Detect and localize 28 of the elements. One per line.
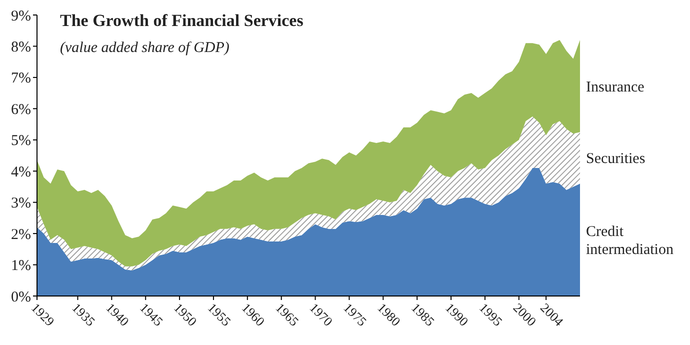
x-tick-label: 1940: [103, 300, 132, 329]
series-label: Credit intermediation: [586, 224, 674, 258]
x-tick-label: 1985: [408, 300, 438, 329]
y-tick-label: 9%: [11, 8, 31, 24]
x-tick-label: 1975: [340, 300, 370, 329]
y-tick-label: 1%: [11, 258, 31, 274]
y-tick-label: 7%: [11, 70, 31, 87]
y-tick-label: 6%: [11, 102, 31, 118]
x-tick-label: 1980: [374, 300, 404, 329]
y-tick-label: 4%: [11, 164, 31, 180]
x-tick-label: 1950: [170, 300, 200, 329]
x-tick-label: 1995: [476, 300, 506, 329]
y-tick-label: 3%: [11, 196, 31, 212]
y-tick-label: 8%: [11, 39, 31, 56]
y-tick-label: 2%: [11, 226, 31, 243]
x-tick-label: 1960: [238, 300, 268, 329]
x-tick-label: 1955: [204, 300, 234, 329]
x-tick-label: 1945: [137, 300, 166, 329]
y-tick-label: 0%: [11, 289, 31, 306]
series-label: Insurance: [586, 79, 645, 96]
chart-title: The Growth of Financial Services: [60, 11, 304, 30]
x-tick-label: 1965: [272, 300, 302, 329]
x-tick-label: 1970: [306, 300, 336, 329]
x-tick-label: 1935: [69, 300, 98, 329]
text: (value added share of GDP): [60, 40, 230, 56]
x-tick-label: 1990: [442, 300, 472, 329]
series-label: Securities: [586, 151, 646, 168]
y-tick-label: 5%: [11, 133, 31, 150]
